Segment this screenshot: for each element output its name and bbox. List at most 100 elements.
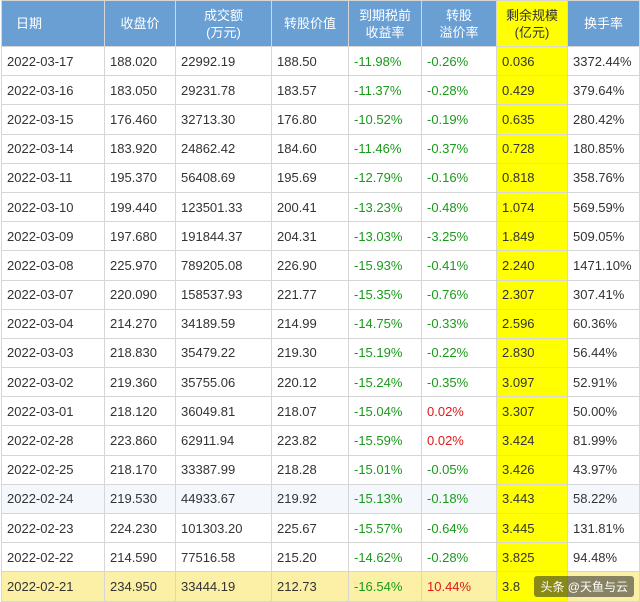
table-row[interactable]: 2022-03-09 197.680 191844.37 204.31 -13.03% -… — [1, 221, 640, 252]
cell-turnover: 60.36% — [567, 308, 640, 339]
cell-volume: 77516.58 — [175, 542, 272, 573]
table-row[interactable]: 2022-02-23 224.230 101303.20 225.67 -15.57% -… — [1, 512, 640, 544]
cell-close: 223.860 — [104, 425, 176, 456]
cell-date: 2022-03-15 — [1, 104, 105, 135]
cell-premium: -0.26% — [421, 45, 497, 77]
cell-premium: -0.37% — [421, 133, 497, 164]
cell-turnover: 81.99% — [567, 425, 640, 456]
table-row[interactable]: 2022-03-14 183.920 24862.42 184.60 -11.46% -0… — [1, 133, 640, 164]
cell-conv-value: 218.28 — [271, 454, 349, 485]
header-ytm-label-2: 收益率 — [365, 24, 405, 40]
cell-close: 218.170 — [104, 454, 176, 485]
cell-conv-value: 214.99 — [271, 308, 349, 339]
cell-premium: -0.35% — [421, 367, 497, 398]
cell-volume: 158537.93 — [175, 279, 272, 310]
cell-scale: 2.596 — [496, 308, 568, 339]
cell-scale: 2.240 — [496, 250, 568, 281]
header-scale[interactable]: 剩余规模 (亿元) — [496, 0, 568, 47]
header-premium[interactable]: 转股 溢价率 — [421, 0, 497, 47]
cell-conv-value: 184.60 — [271, 133, 349, 164]
cell-conv-value: 176.80 — [271, 104, 349, 135]
table-row[interactable]: 2022-02-22 214.590 77516.58 215.20 -14.62% -0… — [1, 542, 640, 573]
table-row[interactable]: 2022-02-24 219.530 44933.67 219.92 -15.13% -0… — [1, 483, 640, 515]
cell-date: 2022-02-22 — [1, 542, 105, 573]
cell-volume: 101303.20 — [175, 512, 272, 544]
table-row[interactable]: 2022-03-08 225.970 789205.08 226.90 -15.93% -… — [1, 250, 640, 281]
cell-scale: 3.825 — [496, 542, 568, 573]
table-row[interactable]: 2022-03-17 188.020 22992.19 188.50 -11.98% -0… — [1, 45, 640, 77]
cell-conv-value: 218.07 — [271, 396, 349, 427]
header-premium-label: 转股 — [445, 7, 472, 23]
table-row[interactable]: 2022-03-11 195.370 56408.69 195.69 -12.79% -0… — [1, 162, 640, 193]
cell-date: 2022-03-03 — [1, 337, 105, 369]
cell-date: 2022-03-04 — [1, 308, 105, 339]
cell-close: 197.680 — [104, 221, 176, 252]
header-ytm-label: 到期税前 — [358, 7, 411, 23]
header-scale-label: 剩余规模 — [505, 7, 558, 23]
table-row[interactable]: 2022-03-01 218.120 36049.81 218.07 -15.04% 0.… — [1, 396, 640, 427]
cell-premium: -0.16% — [421, 162, 497, 193]
table-row[interactable]: 2022-03-15 176.460 32713.30 176.80 -10.52% -0… — [1, 104, 640, 135]
cell-conv-value: 195.69 — [271, 162, 349, 193]
cell-ytm: -13.03% — [348, 221, 422, 252]
cell-date: 2022-02-21 — [1, 571, 105, 602]
cell-conv-value: 212.73 — [271, 571, 349, 602]
cell-volume: 32713.30 — [175, 104, 272, 135]
table-row[interactable]: 2022-02-21 234.950 33444.19 212.73 -16.54% 10… — [1, 571, 640, 602]
header-turnover[interactable]: 换手率 — [567, 0, 640, 47]
table-row[interactable]: 2022-03-10 199.440 123501.33 200.41 -13.23% -… — [1, 191, 640, 223]
header-conv-value-label: 转股价值 — [283, 16, 336, 31]
cell-conv-value: 223.82 — [271, 425, 349, 456]
cell-close: 183.050 — [104, 75, 176, 106]
watermark-text: 头条 @天鱼与云 — [540, 580, 628, 594]
cell-volume: 33387.99 — [175, 454, 272, 485]
cell-ytm: -15.04% — [348, 396, 422, 427]
cell-date: 2022-03-09 — [1, 221, 105, 252]
table-row[interactable]: 2022-03-03 218.830 35479.22 219.30 -15.19% -0… — [1, 337, 640, 369]
header-volume[interactable]: 成交额 (万元) — [175, 0, 272, 47]
cell-ytm: -14.62% — [348, 542, 422, 573]
cell-close: 195.370 — [104, 162, 176, 193]
cell-scale: 0.429 — [496, 75, 568, 106]
header-turnover-label: 换手率 — [583, 16, 623, 31]
table-body: 2022-03-17 188.020 22992.19 188.50 -11.98% -0… — [1, 45, 640, 602]
cell-ytm: -14.75% — [348, 308, 422, 339]
cell-ytm: -15.01% — [348, 454, 422, 485]
header-date[interactable]: 日期 — [1, 0, 105, 47]
table-row[interactable]: 2022-03-02 219.360 35755.06 220.12 -15.24% -0… — [1, 367, 640, 398]
table-row[interactable]: 2022-02-28 223.860 62911.94 223.82 -15.59% 0.… — [1, 425, 640, 456]
cell-close: 234.950 — [104, 571, 176, 602]
cell-volume: 22992.19 — [175, 45, 272, 77]
cell-ytm: -11.98% — [348, 45, 422, 77]
table-row[interactable]: 2022-03-07 220.090 158537.93 221.77 -15.35% -… — [1, 279, 640, 310]
cell-ytm: -15.35% — [348, 279, 422, 310]
cell-close: 219.530 — [104, 483, 176, 515]
cell-volume: 35479.22 — [175, 337, 272, 369]
cell-conv-value: 215.20 — [271, 542, 349, 573]
cell-turnover: 379.64% — [567, 75, 640, 106]
cell-close: 218.830 — [104, 337, 176, 369]
cell-premium: -0.28% — [421, 75, 497, 106]
cell-scale: 2.830 — [496, 337, 568, 369]
cell-volume: 789205.08 — [175, 250, 272, 281]
table-row[interactable]: 2022-02-25 218.170 33387.99 218.28 -15.01% -0… — [1, 454, 640, 485]
cell-ytm: -15.59% — [348, 425, 422, 456]
header-conv-value[interactable]: 转股价值 — [271, 0, 349, 47]
cell-premium: 0.02% — [421, 425, 497, 456]
cell-scale: 0.635 — [496, 104, 568, 135]
cell-turnover: 94.48% — [567, 542, 640, 573]
header-ytm[interactable]: 到期税前 收益率 — [348, 0, 422, 47]
cell-turnover: 358.76% — [567, 162, 640, 193]
table-row[interactable]: 2022-03-04 214.270 34189.59 214.99 -14.75% -0… — [1, 308, 640, 339]
cell-conv-value: 221.77 — [271, 279, 349, 310]
cell-scale: 0.728 — [496, 133, 568, 164]
table-row[interactable]: 2022-03-16 183.050 29231.78 183.57 -11.37% -0… — [1, 75, 640, 106]
cell-turnover: 56.44% — [567, 337, 640, 369]
header-close[interactable]: 收盘价 — [104, 0, 176, 47]
cell-date: 2022-03-02 — [1, 367, 105, 398]
cell-premium: 0.02% — [421, 396, 497, 427]
cell-turnover: 569.59% — [567, 191, 640, 223]
cell-close: 199.440 — [104, 191, 176, 223]
cell-ytm: -12.79% — [348, 162, 422, 193]
